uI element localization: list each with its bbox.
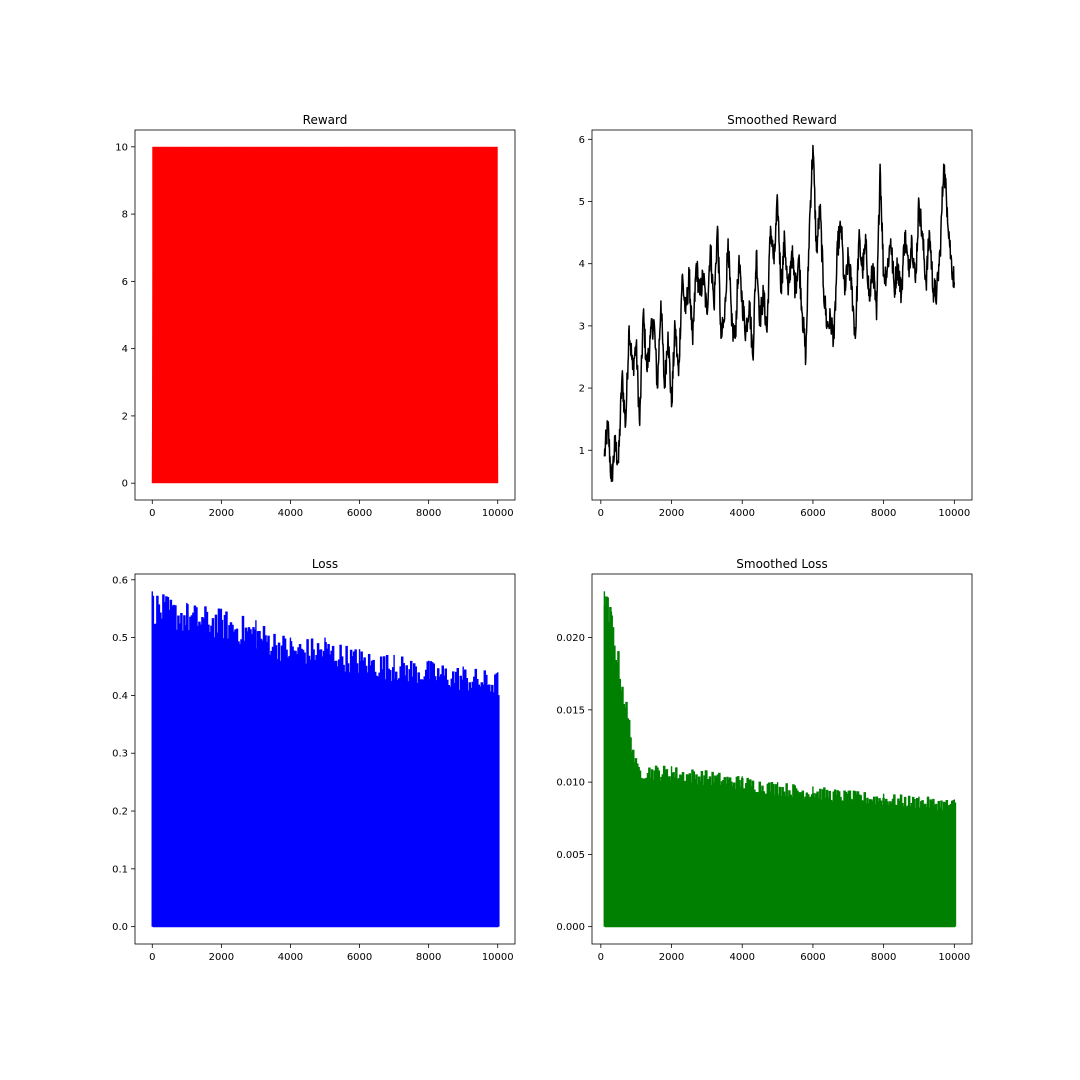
smoothed-reward-y-tick-label: 2 bbox=[579, 384, 585, 395]
reward-x-tick-label: 4000 bbox=[278, 508, 303, 519]
loss-bar bbox=[220, 608, 223, 927]
reward-axes-frame bbox=[134, 129, 516, 501]
smoothed-loss-bar bbox=[918, 796, 920, 927]
loss-y-tick-label: 0.5 bbox=[112, 633, 128, 644]
reward-x-tick-label: 2000 bbox=[209, 508, 234, 519]
smoothed-reward-y-tick-label: 3 bbox=[579, 321, 585, 332]
smoothed-loss-bar bbox=[741, 776, 743, 927]
reward-x-tick-label: 6000 bbox=[347, 508, 372, 519]
reward-y-tick-label: 4 bbox=[122, 344, 128, 355]
reward-plot-area bbox=[151, 146, 499, 484]
reward-y-tick-label: 6 bbox=[122, 277, 128, 288]
loss-bar bbox=[427, 660, 430, 927]
reward-series-line bbox=[151, 146, 499, 484]
smoothed-loss-x-tick-label: 8000 bbox=[871, 952, 896, 963]
reward-y-tick-label: 2 bbox=[122, 411, 128, 422]
smoothed-reward-y-tick-label: 6 bbox=[579, 135, 585, 146]
smoothed-reward-axes-frame bbox=[591, 129, 973, 501]
smoothed-loss-series-line bbox=[603, 596, 957, 928]
smoothed-loss-panel: 0 2000 4000 6000 8000 10000 0.000 0.005 0.010 0.0… bbox=[556, 557, 973, 963]
loss-x-tick-label: 8000 bbox=[416, 952, 441, 963]
smoothed-reward-y-tick-label: 4 bbox=[579, 259, 585, 270]
reward-title: Reward bbox=[303, 113, 348, 127]
smoothed-loss-y-tick-label: 0.020 bbox=[556, 633, 585, 644]
loss-y-tick-label: 0.0 bbox=[112, 922, 128, 933]
smoothed-reward-x-tick-label: 4000 bbox=[730, 508, 755, 519]
smoothed-loss-bar bbox=[603, 591, 606, 927]
smoothed-loss-x-tick-label: 0 bbox=[598, 952, 604, 963]
smoothed-loss-bar bbox=[670, 766, 673, 927]
loss-x-tick-label: 2000 bbox=[209, 952, 234, 963]
smoothed-loss-plot-area bbox=[603, 591, 957, 928]
smoothed-loss-y-tick-label: 0.005 bbox=[556, 850, 585, 861]
smoothed-loss-bar bbox=[882, 793, 885, 927]
smoothed-loss-bar bbox=[847, 790, 849, 927]
smoothed-reward-x-tick-label: 0 bbox=[598, 508, 604, 519]
smoothed-reward-x-tick-label: 2000 bbox=[659, 508, 684, 519]
smoothed-loss-bar bbox=[812, 786, 814, 927]
smoothed-reward-x-tick-label: 6000 bbox=[800, 508, 825, 519]
smoothed-loss-bar bbox=[776, 782, 779, 927]
reward-x-tick-label: 0 bbox=[149, 508, 155, 519]
loss-y-tick-label: 0.6 bbox=[112, 575, 128, 586]
loss-title: Loss bbox=[312, 557, 338, 571]
smoothed-loss-y-tick-label: 0.000 bbox=[556, 922, 585, 933]
loss-bar bbox=[186, 602, 188, 927]
smoothed-loss-x-tick-label: 2000 bbox=[659, 952, 684, 963]
reward-x-tick-label: 10000 bbox=[482, 508, 514, 519]
smoothed-loss-x-tick-label: 6000 bbox=[800, 952, 825, 963]
smoothed-reward-panel: 0 2000 4000 6000 8000 10000 1 2 3 4 5 6 Smoothed Rew… bbox=[579, 113, 973, 519]
smoothed-loss-x-tick-label: 4000 bbox=[730, 952, 755, 963]
smoothed-loss-bar bbox=[635, 763, 637, 927]
loss-y-tick-label: 0.3 bbox=[112, 749, 128, 760]
smoothed-reward-y-tick-label: 1 bbox=[579, 446, 585, 457]
loss-bar bbox=[358, 649, 361, 927]
loss-plot-area bbox=[151, 591, 500, 928]
loss-bar bbox=[393, 654, 395, 927]
loss-bar bbox=[255, 620, 257, 927]
smoothed-loss-x-tick-label: 10000 bbox=[938, 952, 970, 963]
smoothed-loss-bar bbox=[607, 597, 609, 927]
loss-bar bbox=[151, 591, 153, 927]
reward-x-tick-label: 8000 bbox=[416, 508, 441, 519]
loss-bar bbox=[497, 672, 499, 927]
smoothed-loss-bar bbox=[953, 799, 956, 927]
reward-panel: 0 2000 4000 6000 8000 10000 0 2 4 6 8 10 Reward bbox=[115, 113, 516, 519]
loss-panel: 0 2000 4000 6000 8000 10000 0.0 0.1 0.2 0.3 0.4 0.5… bbox=[112, 557, 516, 963]
loss-y-tick-label: 0.4 bbox=[112, 691, 128, 702]
smoothed-reward-x-tick-label: 10000 bbox=[938, 508, 970, 519]
loss-bar bbox=[289, 637, 292, 927]
smoothed-loss-y-tick-label: 0.015 bbox=[556, 705, 585, 716]
smoothed-loss-bar bbox=[706, 770, 708, 927]
reward-y-tick-label: 8 bbox=[122, 210, 128, 221]
smoothed-reward-title: Smoothed Reward bbox=[727, 113, 837, 127]
loss-y-tick-label: 0.2 bbox=[112, 807, 128, 818]
loss-y-tick-label: 0.1 bbox=[112, 864, 128, 875]
smoothed-loss-axes-frame bbox=[591, 573, 973, 945]
loss-bar bbox=[462, 666, 464, 927]
loss-x-tick-label: 4000 bbox=[278, 952, 303, 963]
loss-x-tick-label: 0 bbox=[149, 952, 155, 963]
smoothed-reward-y-tick-label: 5 bbox=[579, 197, 585, 208]
loss-axes-frame bbox=[134, 573, 516, 945]
loss-bar bbox=[324, 637, 326, 927]
smoothed-reward-x-tick-label: 8000 bbox=[871, 508, 896, 519]
smoothed-reward-plot-area bbox=[603, 144, 956, 483]
smoothed-loss-bar bbox=[610, 611, 613, 927]
smoothed-loss-y-tick-label: 0.010 bbox=[556, 778, 585, 789]
reward-y-tick-label: 10 bbox=[115, 142, 128, 153]
reward-y-tick-label: 0 bbox=[122, 479, 128, 490]
loss-x-tick-label: 6000 bbox=[347, 952, 372, 963]
loss-x-tick-label: 10000 bbox=[482, 952, 514, 963]
smoothed-loss-title: Smoothed Loss bbox=[736, 557, 827, 571]
smoothed-reward-series-line bbox=[603, 144, 956, 483]
